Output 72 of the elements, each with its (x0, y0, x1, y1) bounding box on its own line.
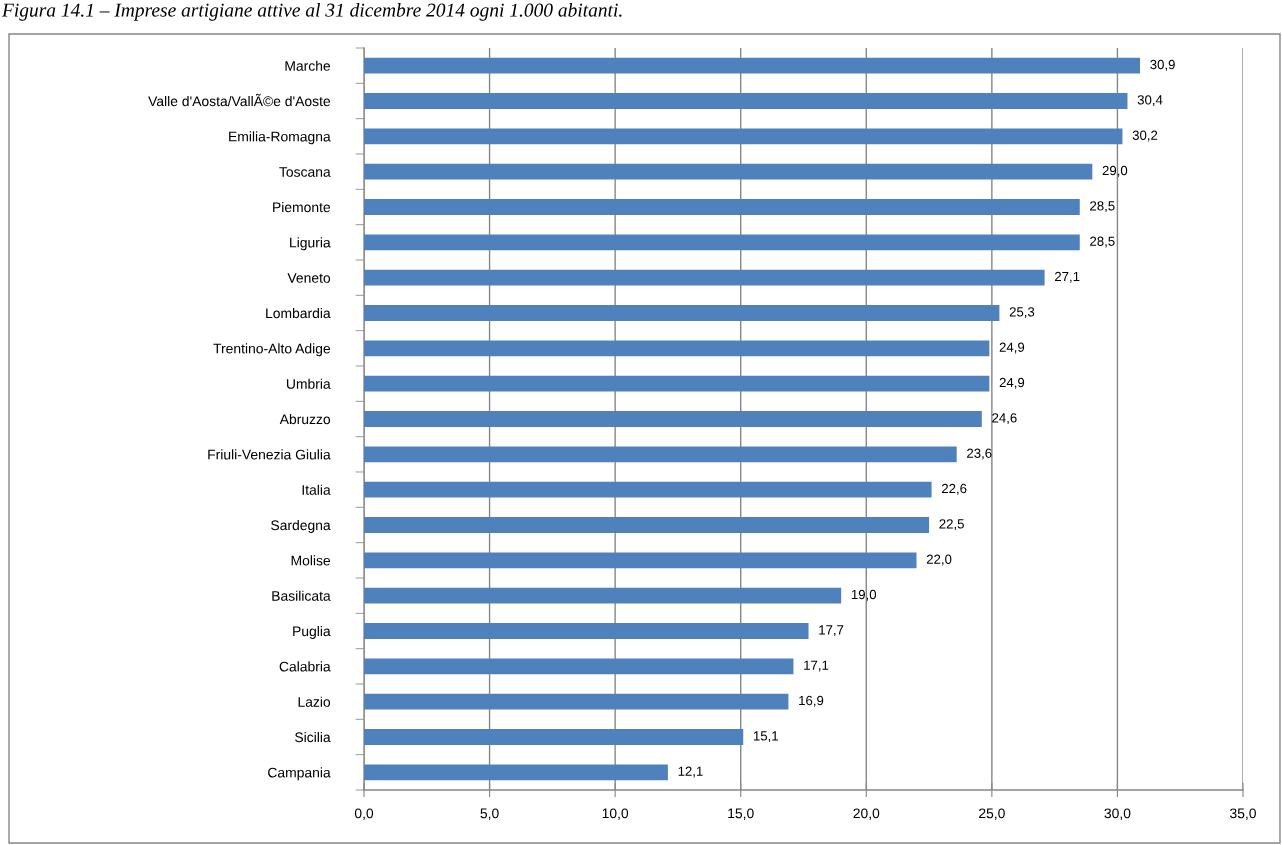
x-tick-label: 25,0 (979, 808, 1005, 820)
y-tick-label: Calabria (279, 661, 331, 672)
data-label: 25,3 (1009, 307, 1035, 319)
data-label: 24,9 (999, 377, 1025, 389)
bar (364, 269, 1045, 286)
data-label: 12,1 (678, 766, 703, 778)
y-tick-label: Lombardia (266, 307, 331, 319)
bar (364, 199, 1080, 215)
bar (364, 552, 917, 569)
data-label: 15,1 (753, 731, 778, 743)
data-label: 22,6 (941, 483, 967, 495)
y-tick-label: Umbria (286, 378, 331, 389)
bar (364, 446, 957, 463)
bar (364, 658, 794, 675)
data-label: 17,1 (804, 660, 829, 672)
data-label: 24,6 (992, 413, 1017, 425)
x-tick-label: 10,0 (602, 808, 629, 820)
y-tick-label: Sardegna (271, 519, 331, 533)
bar (364, 340, 990, 357)
y-tick-label: Valle d'Aosta/VallÃ©e d'Aoste (148, 93, 331, 107)
bar (364, 128, 1123, 145)
data-label: 22,5 (939, 519, 964, 531)
x-tick-label: 35,0 (1230, 808, 1256, 820)
x-tick-label: 5,0 (480, 808, 499, 820)
bar (364, 623, 809, 639)
data-label: 30,9 (1150, 59, 1175, 71)
bar (364, 163, 1093, 180)
y-tick-label: Piemonte (273, 201, 331, 213)
data-label: 28,5 (1090, 236, 1115, 248)
bar (364, 93, 1128, 109)
data-label: 22,0 (926, 554, 952, 566)
data-label: 28,5 (1090, 201, 1115, 213)
data-label: 24,9 (999, 342, 1025, 354)
y-tick-label: Molise (291, 555, 331, 566)
y-tick-label: Italia (302, 484, 331, 495)
bar (364, 57, 1141, 74)
bar (364, 481, 932, 498)
y-tick-label: Emilia-Romagna (229, 131, 331, 145)
y-tick-label: Puglia (293, 625, 331, 639)
y-tick-label: Sicilia (295, 731, 331, 743)
y-tick-label: Abruzzo (279, 413, 331, 425)
y-tick-label: Toscana (279, 167, 331, 177)
data-label: 23,6 (967, 448, 992, 460)
data-label: 17,7 (819, 625, 844, 637)
data-label: 19,0 (851, 589, 877, 601)
bar (364, 693, 789, 710)
bar (364, 587, 842, 604)
x-tick-label: 15,0 (728, 808, 754, 820)
bar (364, 305, 1000, 321)
bar (364, 517, 930, 533)
data-label: 16,9 (799, 695, 824, 707)
data-label: 30,4 (1137, 95, 1163, 107)
bar (364, 729, 744, 745)
bar (364, 375, 990, 392)
x-tick-label: 30,0 (1104, 808, 1131, 820)
bar (364, 234, 1080, 251)
y-tick-label: Friuli-Venezia Giulia (208, 449, 331, 460)
chart-title: Figura 14.1 – Imprese artigiane attive al 31 dicembre 2014 ogni 1.000 abitanti. (1, 3, 622, 21)
x-tick-label: 0,0 (354, 808, 374, 820)
y-tick-label: Liguria (290, 237, 331, 251)
data-label: 29,0 (1102, 165, 1128, 177)
y-tick-label: Lazio (298, 696, 331, 707)
x-tick-label: 20,0 (853, 808, 880, 820)
bar (364, 764, 668, 781)
data-label: 27,1 (1054, 271, 1080, 283)
y-tick-label: Marche (285, 60, 331, 71)
y-tick-label: Campania (268, 767, 331, 781)
data-label: 30,2 (1132, 130, 1158, 142)
y-tick-label: Basilicata (272, 590, 331, 601)
y-tick-label: Veneto (287, 273, 331, 283)
bar (364, 411, 982, 427)
y-tick-label: Trentino-Alto Adige (213, 343, 331, 357)
